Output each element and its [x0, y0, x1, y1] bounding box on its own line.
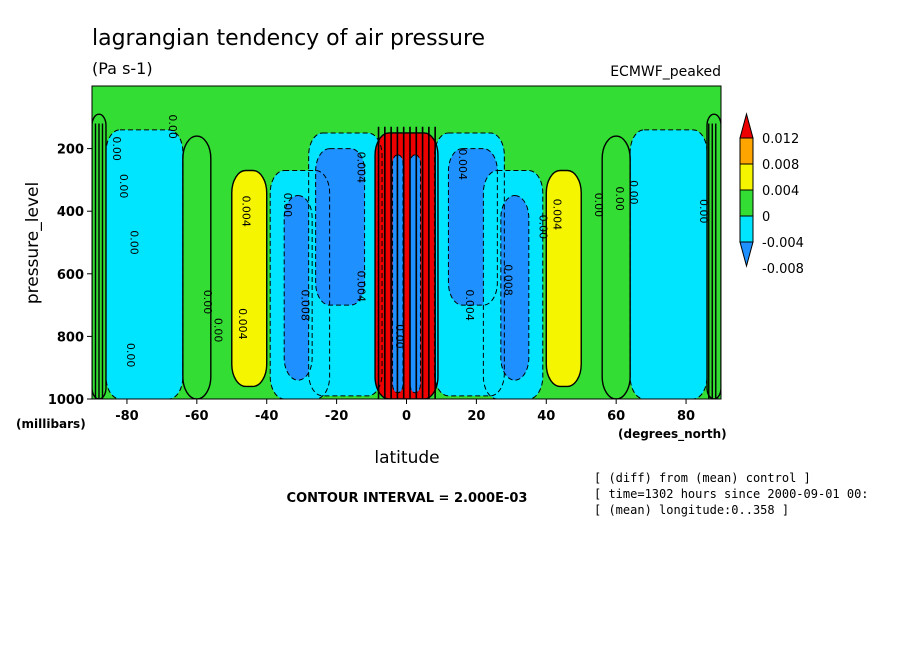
- x-axis-ticks: -80 -60 -40 -20 0 20 40 60 80: [115, 399, 695, 424]
- contour-band: [284, 195, 313, 381]
- contour-line: [482, 170, 544, 399]
- note-line-3: [ (mean) longitude:0..358 ]: [594, 503, 789, 517]
- x-tick-label: 80: [677, 409, 695, 424]
- contour-label: 0.004: [456, 149, 469, 181]
- x-tick-label: 60: [607, 409, 625, 424]
- contour-line: [315, 148, 366, 306]
- contour-line: [629, 129, 708, 399]
- x-unit-label: (degrees_north): [618, 427, 727, 442]
- contour-line: [283, 195, 313, 381]
- contour-line: [447, 148, 498, 306]
- colorbar-bottom-arrow: [739, 241, 754, 268]
- colorbar-segment: [739, 137, 754, 165]
- x-tick-label: 40: [537, 409, 555, 424]
- contour-band: [707, 114, 721, 399]
- colorbar-segment: [739, 189, 754, 217]
- contour-label: 0.004: [236, 308, 249, 340]
- contour-band: [630, 129, 708, 399]
- y-axis-ticks: 200 400 600 800 1000: [48, 143, 92, 408]
- colorbar-label: 0: [762, 210, 770, 225]
- contour-lines: [92, 113, 721, 399]
- chart-subtitle: (Pa s-1): [92, 59, 153, 78]
- colorbar-label: -0.004: [762, 236, 804, 251]
- contour-label: 0.00: [201, 290, 214, 315]
- colorbar-label: 0.004: [762, 184, 799, 199]
- colorbar-segment: [739, 163, 754, 191]
- contour-interval: CONTOUR INTERVAL = 2.000E-03: [287, 491, 528, 506]
- contour-label: 0.004: [355, 271, 368, 303]
- y-tick-label: 200: [57, 143, 84, 158]
- contour-label: 0.00: [393, 324, 406, 349]
- colorbar-label: 0.012: [762, 132, 799, 147]
- bands-layer: [92, 114, 721, 399]
- contour-band: [602, 136, 631, 399]
- contour-band: [500, 195, 529, 381]
- colorbar-segment: [739, 215, 754, 243]
- y-tick-label: 600: [57, 268, 84, 283]
- contour-label: 0.00: [697, 199, 710, 224]
- contour-band: [105, 129, 183, 399]
- contour-line: [601, 135, 631, 399]
- dataset-label: ECMWF_peaked: [610, 64, 721, 80]
- note-line-2: [ time=1302 hours since 2000-09-01 00:: [594, 487, 869, 501]
- y-tick-label: 400: [57, 205, 84, 220]
- contour-label: 0.00: [592, 193, 605, 218]
- contour-line: [545, 169, 582, 388]
- y-tick-label: 1000: [48, 393, 84, 408]
- x-axis-label: latitude: [374, 448, 439, 468]
- contour-label: 0.00: [124, 343, 137, 368]
- contour-line: [105, 129, 184, 399]
- contour-label: 0.004: [550, 199, 563, 231]
- contour-labels: 0.000.000.000.000.000.000.000.0040.0040.…: [110, 114, 710, 367]
- contour-line: [308, 132, 383, 397]
- contour-label: 0.00: [166, 114, 179, 139]
- x-tick-label: 0: [402, 409, 411, 424]
- contour-label: 0.004: [355, 152, 368, 184]
- colorbar: 0.012 0.008 0.004 0 -0.004 -0.008: [739, 112, 804, 277]
- contour-band: [231, 170, 267, 387]
- contour-label: 0.00: [536, 215, 549, 240]
- y-tick-label: 800: [57, 330, 84, 345]
- contour-band: [409, 154, 421, 393]
- x-tick-label: -20: [325, 409, 349, 424]
- contour-label: 0.008: [299, 289, 312, 321]
- contour-line: [269, 170, 331, 399]
- contour-band: [315, 148, 365, 306]
- note-line-1: [ (diff) from (mean) control ]: [594, 471, 811, 485]
- plot-area: 0.000.000.000.000.000.000.000.0040.0040.…: [92, 86, 721, 399]
- x-tick-label: -60: [185, 409, 209, 424]
- contour-line: [182, 135, 212, 399]
- x-tick-label: -40: [255, 409, 279, 424]
- y-unit-label: (millibars): [16, 417, 86, 431]
- x-tick-label: -80: [115, 409, 139, 424]
- contour-label: 0.004: [239, 195, 252, 227]
- contour-label: 0.00: [627, 180, 640, 205]
- contour-label: 0.00: [110, 136, 123, 161]
- contour-band: [182, 136, 211, 399]
- contour-label: 0.00: [127, 230, 140, 255]
- chart-title: lagrangian tendency of air pressure: [92, 26, 485, 51]
- colorbar-label: 0.008: [762, 158, 799, 173]
- contour-label: 0.00: [211, 318, 224, 343]
- contour-label: 0.00: [613, 186, 626, 211]
- y-axis-label: pressure_level: [23, 182, 43, 304]
- colorbar-top-arrow: [739, 112, 754, 139]
- contour-line: [500, 195, 530, 381]
- contour-label: 0.004: [463, 289, 476, 321]
- contour-label: 0.00: [281, 193, 294, 218]
- contour-label: 0.00: [117, 174, 130, 199]
- colorbar-label: -0.008: [762, 262, 804, 277]
- contour-label: 0.008: [501, 264, 514, 296]
- contour-line: [231, 169, 268, 388]
- x-tick-label: 20: [467, 409, 485, 424]
- contour-band: [546, 170, 582, 387]
